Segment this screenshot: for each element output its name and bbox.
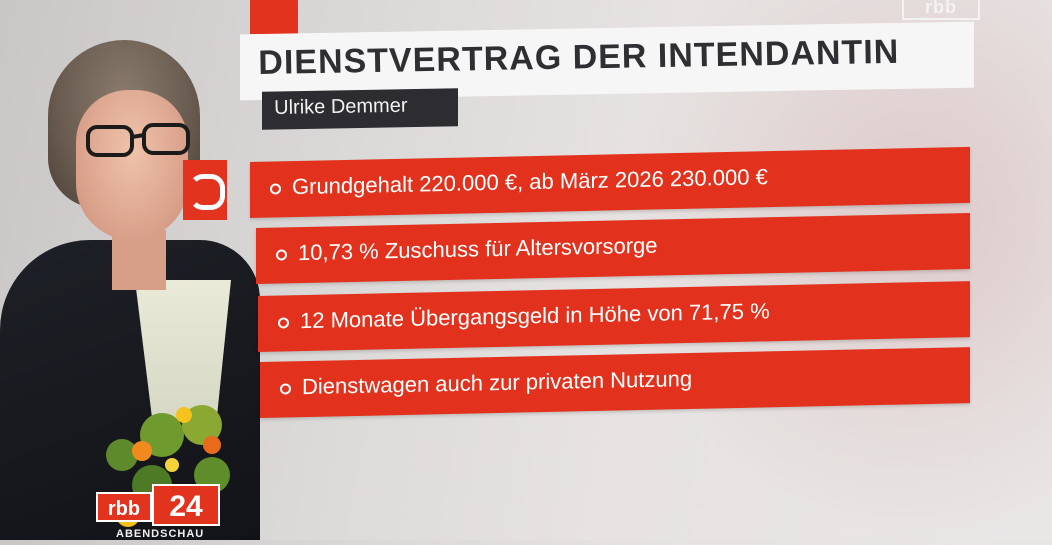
bullet-ring-icon	[276, 249, 287, 261]
bullet-ring-icon	[278, 317, 289, 329]
bullet-ring-icon	[280, 383, 291, 395]
neck	[112, 230, 166, 290]
rbb-logo-fragment-left	[183, 160, 227, 220]
rbb-ghost-logo: rbb	[902, 0, 980, 20]
fact-item: Grundgehalt 220.000 €, ab März 2026 230.…	[250, 146, 970, 218]
fact-text: 10,73 % Zuschuss für Altersvorsorge	[298, 232, 658, 266]
blouse	[135, 280, 231, 420]
rbb-brand-mark: rbb	[96, 492, 152, 522]
presenter-photo	[0, 40, 260, 540]
bullet-ring-icon	[270, 183, 281, 195]
channel-logo: rbb 24 ABENDSCHAU	[96, 484, 222, 540]
fact-item: 12 Monate Übergangsgeld in Höhe von 71,7…	[258, 281, 970, 352]
program-name: ABENDSCHAU	[116, 528, 205, 540]
face	[76, 90, 188, 240]
fact-text: Dienstwagen auch zur privaten Nutzung	[302, 365, 693, 400]
rbb-logo-fragment-top	[250, 0, 298, 34]
fact-item: Dienstwagen auch zur privaten Nutzung	[260, 347, 970, 418]
fact-text: Grundgehalt 220.000 €, ab März 2026 230.…	[292, 164, 768, 200]
fact-item: 10,73 % Zuschuss für Altersvorsorge	[256, 213, 970, 284]
glasses-icon	[86, 123, 190, 157]
fact-text: 12 Monate Übergangsgeld in Höhe von 71,7…	[300, 298, 770, 334]
channel-number: 24	[152, 484, 220, 526]
